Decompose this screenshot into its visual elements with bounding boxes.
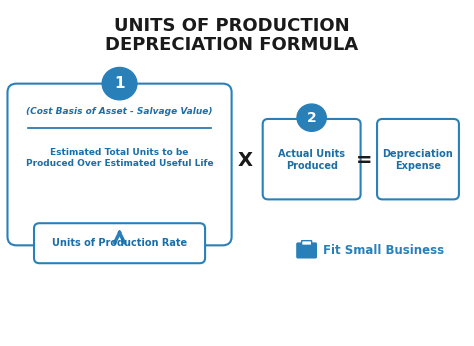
FancyBboxPatch shape — [301, 241, 311, 245]
Text: 2: 2 — [307, 111, 317, 125]
Text: (Cost Basis of Asset - Salvage Value): (Cost Basis of Asset - Salvage Value) — [26, 107, 213, 116]
Text: DEPRECIATION FORMULA: DEPRECIATION FORMULA — [105, 36, 358, 54]
FancyBboxPatch shape — [377, 119, 459, 199]
Text: Depreciation
Expense: Depreciation Expense — [383, 149, 453, 171]
Circle shape — [297, 104, 326, 131]
Circle shape — [102, 67, 137, 100]
Text: UNITS OF PRODUCTION: UNITS OF PRODUCTION — [114, 17, 349, 35]
FancyBboxPatch shape — [297, 243, 316, 258]
Text: Units of Production Rate: Units of Production Rate — [52, 238, 187, 248]
Text: X: X — [238, 151, 253, 170]
FancyBboxPatch shape — [263, 119, 361, 199]
Text: Fit Small Business: Fit Small Business — [323, 244, 444, 257]
FancyBboxPatch shape — [34, 223, 205, 263]
Text: 1: 1 — [114, 76, 125, 91]
Text: Actual Units
Produced: Actual Units Produced — [278, 149, 345, 171]
FancyBboxPatch shape — [8, 84, 232, 245]
Text: =: = — [356, 151, 373, 170]
Text: Estimated Total Units to be
Produced Over Estimated Useful Life: Estimated Total Units to be Produced Ove… — [26, 148, 213, 168]
